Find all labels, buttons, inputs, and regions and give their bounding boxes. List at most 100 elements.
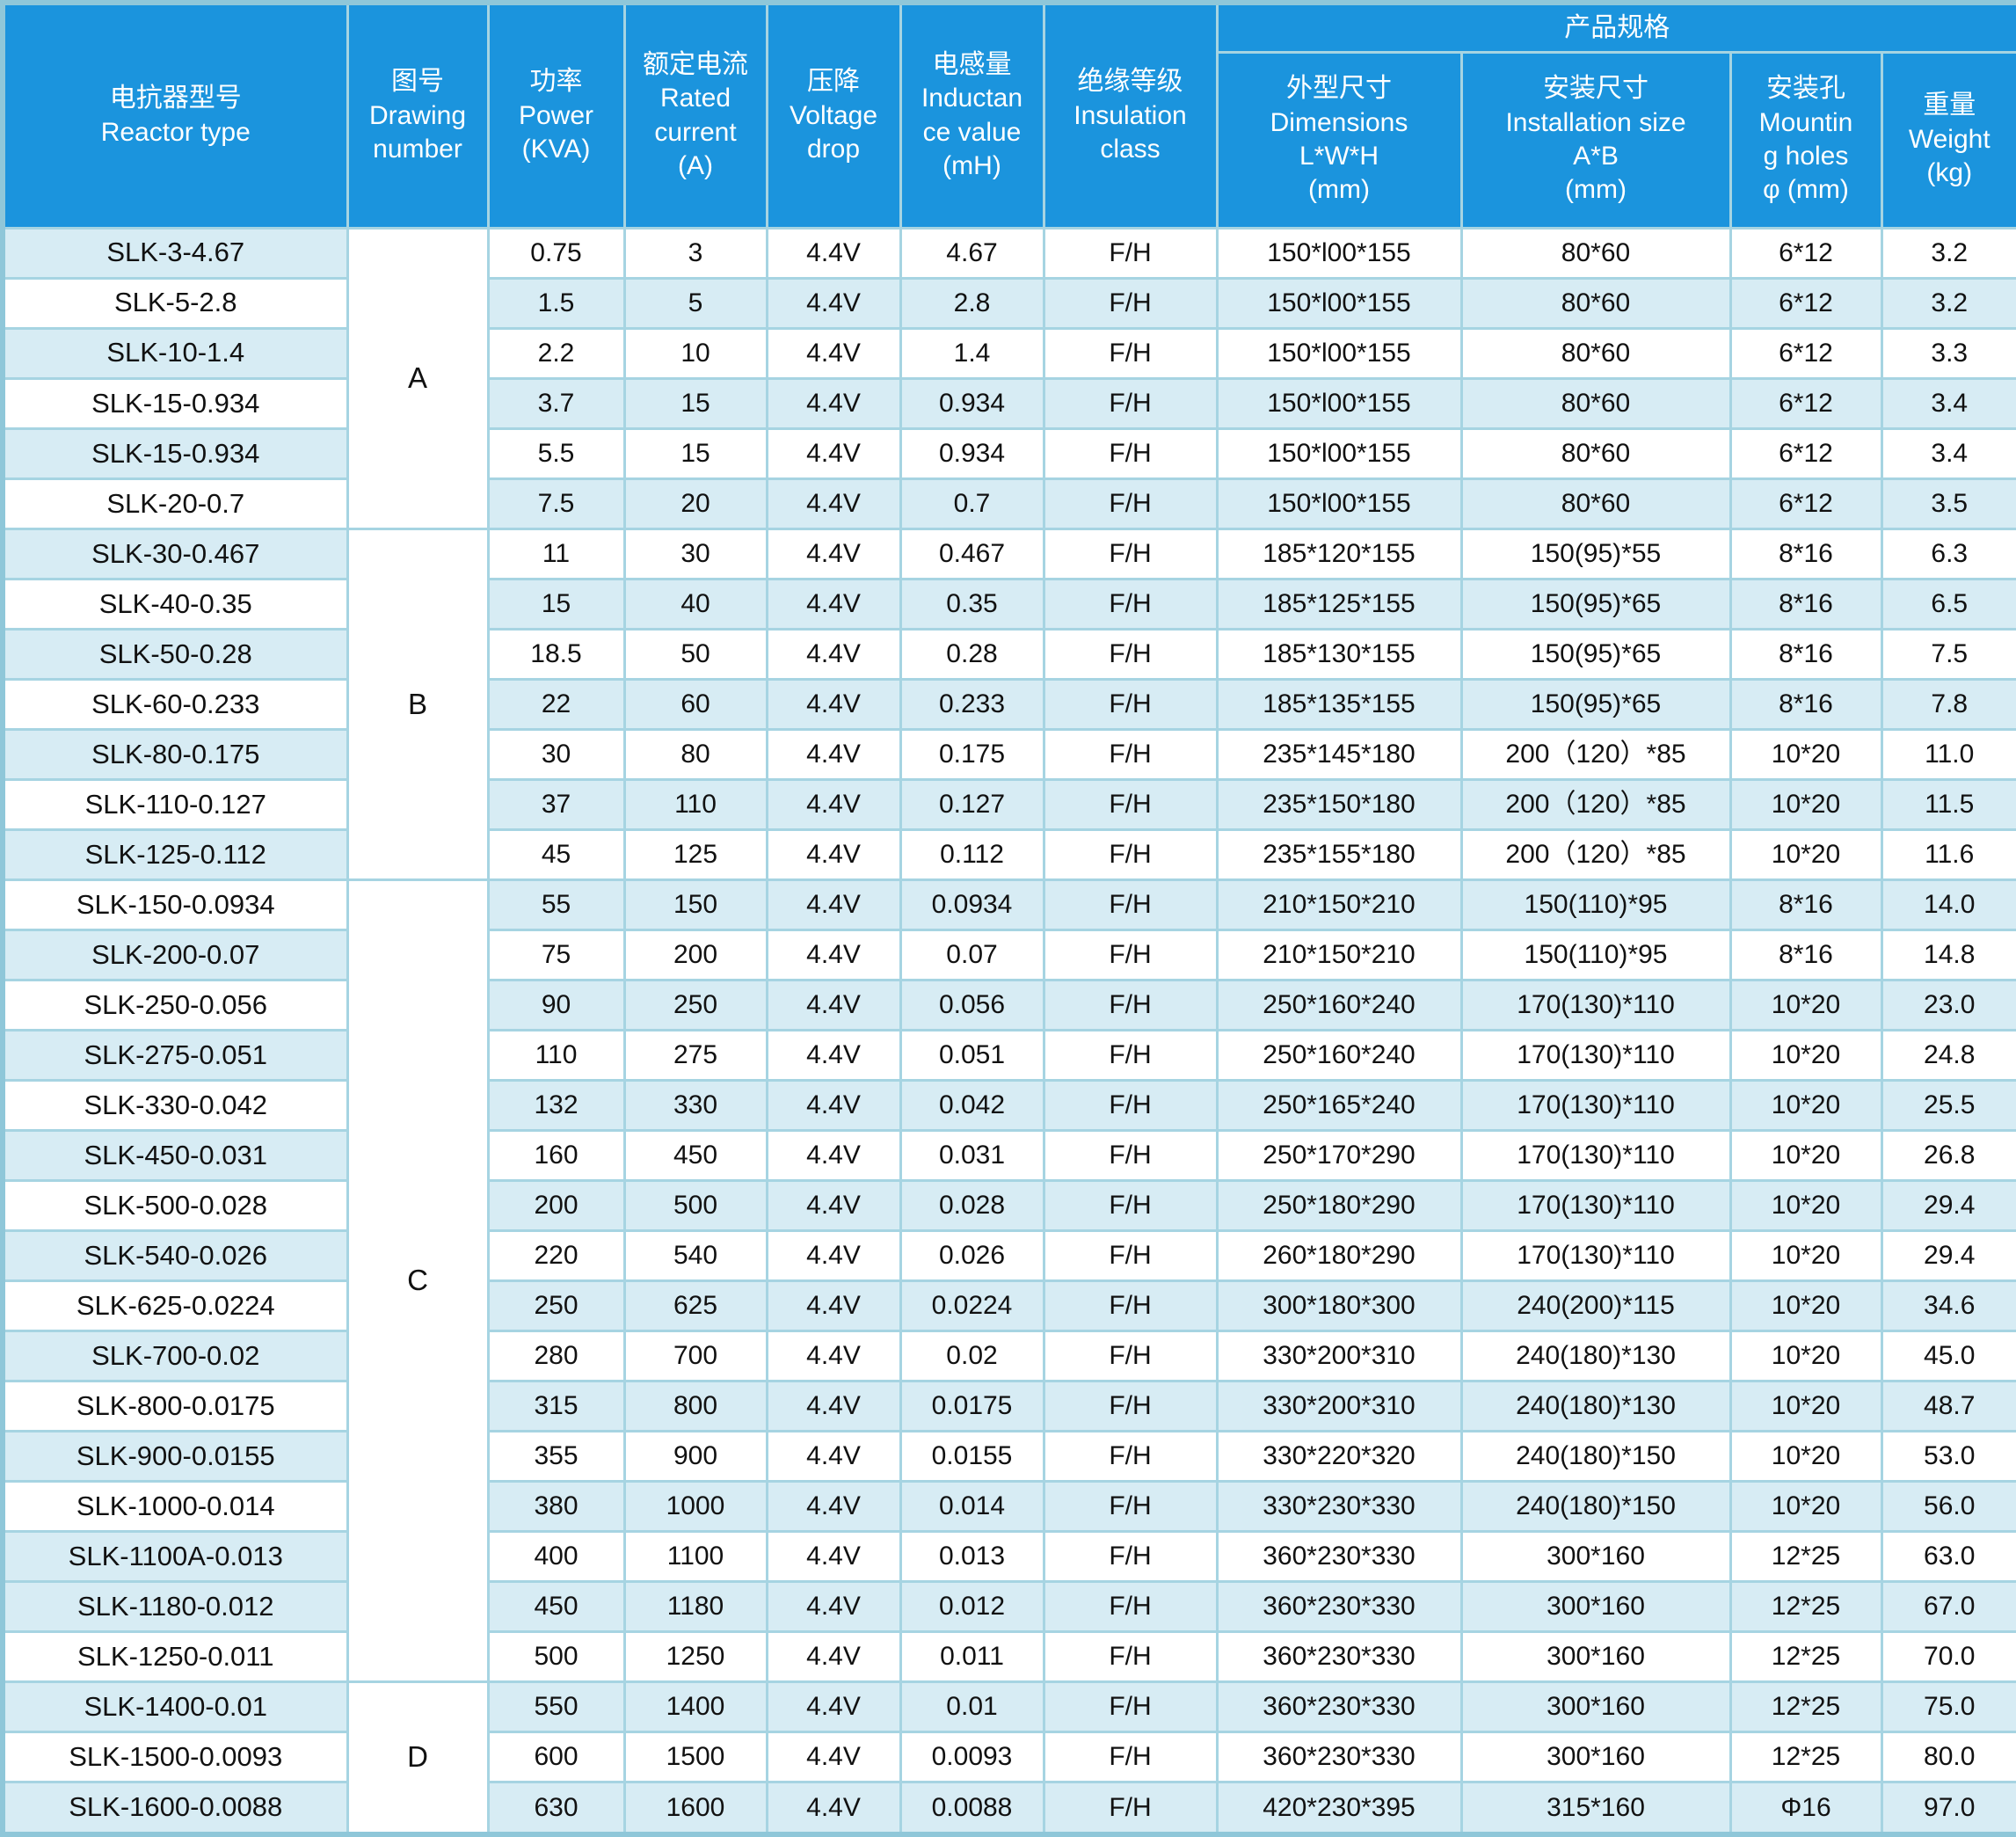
cell-voltage-drop: 4.4V	[765, 1680, 902, 1733]
table-row: SLK-500-0.028 200 500 4.4V 0.028 F/H 250*180*2…	[1, 1178, 2016, 1232]
table-row: SLK-3-4.67 A 0.75 3 4.4V 4.67 F/H 150*l00*155 80…	[1, 226, 2016, 530]
cell-dimensions: 250*180*290	[1215, 1178, 1463, 1232]
cell-voltage-drop: 4.4V	[765, 577, 902, 631]
cell-dimensions: 150*l00*155	[1215, 426, 1463, 480]
cell-dimensions: 300*180*300	[1215, 1279, 1463, 1332]
table-row: SLK-625-0.0224 250 625 4.4V 0.0224 F/H 300*180…	[1, 1279, 2016, 1332]
cell-rated-current: 10	[622, 326, 768, 380]
cell-voltage-drop: 4.4V	[765, 1479, 902, 1533]
cell-mounting-holes: 10*20	[1729, 1429, 1883, 1483]
col-header-power: 功率 Power (KVA)	[486, 1, 626, 230]
cell-reactor-type: SLK-15-0.934	[1, 376, 349, 430]
cell-reactor-type: SLK-540-0.026	[1, 1228, 349, 1282]
table-row: SLK-1500-0.0093 600 1500 4.4V 0.0093 F/H 360*2…	[1, 1730, 2016, 1783]
cell-rated-current: 3	[622, 226, 768, 280]
col-header-insulation-class: 绝缘等级 Insulation class	[1042, 1, 1219, 230]
cell-mounting-holes: 10*20	[1729, 727, 1883, 781]
cell-inductance: 0.175	[899, 727, 1045, 781]
cell-mounting-holes: 8*16	[1729, 878, 1883, 931]
cell-inductance: 0.35	[899, 577, 1045, 631]
cell-drawing-number: D	[346, 1680, 490, 1836]
cell-insulation-class: F/H	[1042, 978, 1219, 1031]
cell-weight: 45.0	[1880, 1329, 2016, 1382]
cell-voltage-drop: 4.4V	[765, 827, 902, 881]
cell-rated-current: 1100	[622, 1529, 768, 1583]
cell-dimensions: 150*l00*155	[1215, 477, 1463, 530]
cell-weight: 3.4	[1880, 426, 2016, 480]
cell-weight: 34.6	[1880, 1279, 2016, 1332]
cell-installation-size: 240(180)*150	[1459, 1429, 1732, 1483]
cell-installation-size: 170(130)*110	[1459, 1028, 1732, 1082]
cell-insulation-class: F/H	[1042, 326, 1219, 380]
cell-weight: 67.0	[1880, 1579, 2016, 1633]
table-row: SLK-20-0.7 7.5 20 4.4V 0.7 F/H 150*l00*155 80*6…	[1, 477, 2016, 530]
cell-mounting-holes: 8*16	[1729, 527, 1883, 580]
table-row: SLK-1000-0.014 380 1000 4.4V 0.014 F/H 330*230…	[1, 1479, 2016, 1533]
col-header-reactor-type: 电抗器型号 Reactor type	[1, 1, 349, 230]
table-row: SLK-15-0.934 3.7 15 4.4V 0.934 F/H 150*l00*155…	[1, 376, 2016, 430]
cell-voltage-drop: 4.4V	[765, 527, 902, 580]
cell-inductance: 0.051	[899, 1028, 1045, 1082]
cell-power: 3.7	[486, 376, 626, 430]
cell-inductance: 1.4	[899, 326, 1045, 380]
table-row: SLK-40-0.35 15 40 4.4V 0.35 F/H 185*125*155 150…	[1, 577, 2016, 631]
cell-voltage-drop: 4.4V	[765, 928, 902, 981]
cell-reactor-type: SLK-15-0.934	[1, 426, 349, 480]
cell-insulation-class: F/H	[1042, 777, 1219, 831]
table-body: SLK-3-4.67 A 0.75 3 4.4V 4.67 F/H 150*l00*155 80…	[1, 226, 2016, 1836]
cell-installation-size: 240(180)*130	[1459, 1329, 1732, 1382]
cell-mounting-holes: 12*25	[1729, 1529, 1883, 1583]
cell-dimensions: 360*230*330	[1215, 1579, 1463, 1633]
cell-mounting-holes: 6*12	[1729, 376, 1883, 430]
cell-mounting-holes: 12*25	[1729, 1579, 1883, 1633]
cell-installation-size: 80*60	[1459, 426, 1732, 480]
cell-installation-size: 200（120）*85	[1459, 727, 1732, 781]
table-row: SLK-275-0.051 110 275 4.4V 0.051 F/H 250*160*2…	[1, 1028, 2016, 1082]
cell-installation-size: 200（120）*85	[1459, 827, 1732, 881]
cell-rated-current: 800	[622, 1379, 768, 1432]
cell-voltage-drop: 4.4V	[765, 677, 902, 731]
cell-mounting-holes: 10*20	[1729, 1178, 1883, 1232]
table-row: SLK-60-0.233 22 60 4.4V 0.233 F/H 185*135*155 1…	[1, 677, 2016, 731]
cell-voltage-drop: 4.4V	[765, 326, 902, 380]
cell-weight: 48.7	[1880, 1379, 2016, 1432]
cell-inductance: 0.7	[899, 477, 1045, 530]
cell-dimensions: 235*155*180	[1215, 827, 1463, 881]
cell-reactor-type: SLK-20-0.7	[1, 477, 349, 530]
table-row: SLK-200-0.07 75 200 4.4V 0.07 F/H 210*150*210 1…	[1, 928, 2016, 981]
cell-power: 450	[486, 1579, 626, 1633]
cell-inductance: 0.0088	[899, 1780, 1045, 1836]
table-row: SLK-30-0.467 B 11 30 4.4V 0.467 F/H 185*120*155…	[1, 527, 2016, 881]
cell-inductance: 2.8	[899, 276, 1045, 330]
cell-dimensions: 250*170*290	[1215, 1128, 1463, 1182]
cell-mounting-holes: 10*20	[1729, 1379, 1883, 1432]
cell-weight: 11.6	[1880, 827, 2016, 881]
cell-installation-size: 240(180)*150	[1459, 1479, 1732, 1533]
cell-inductance: 0.0934	[899, 878, 1045, 931]
cell-weight: 25.5	[1880, 1078, 2016, 1132]
cell-inductance: 0.01	[899, 1680, 1045, 1733]
cell-dimensions: 250*160*240	[1215, 1028, 1463, 1082]
table-row: SLK-1400-0.01 D 550 1400 4.4V 0.01 F/H 360*230*…	[1, 1680, 2016, 1836]
cell-weight: 3.4	[1880, 376, 2016, 430]
cell-weight: 29.4	[1880, 1178, 2016, 1232]
table-row: SLK-1100A-0.013 400 1100 4.4V 0.013 F/H 360*23…	[1, 1529, 2016, 1583]
cell-dimensions: 330*200*310	[1215, 1329, 1463, 1382]
table-row: SLK-10-1.4 2.2 10 4.4V 1.4 F/H 150*l00*155 80*6…	[1, 326, 2016, 380]
cell-rated-current: 1600	[622, 1780, 768, 1836]
cell-inductance: 0.0155	[899, 1429, 1045, 1483]
cell-reactor-type: SLK-3-4.67	[1, 226, 349, 280]
cell-power: 132	[486, 1078, 626, 1132]
cell-dimensions: 330*200*310	[1215, 1379, 1463, 1432]
cell-inductance: 0.042	[899, 1078, 1045, 1132]
cell-installation-size: 170(130)*110	[1459, 1178, 1732, 1232]
cell-rated-current: 540	[622, 1228, 768, 1282]
cell-rated-current: 60	[622, 677, 768, 731]
cell-mounting-holes: 6*12	[1729, 326, 1883, 380]
table-row: SLK-1600-0.0088 630 1600 4.4V 0.0088 F/H 420*2…	[1, 1780, 2016, 1836]
cell-reactor-type: SLK-150-0.0934	[1, 878, 349, 931]
cell-insulation-class: F/H	[1042, 928, 1219, 981]
cell-power: 110	[486, 1028, 626, 1082]
table-row: SLK-110-0.127 37 110 4.4V 0.127 F/H 235*150*18…	[1, 777, 2016, 831]
table-row: SLK-1180-0.012 450 1180 4.4V 0.012 F/H 360*230…	[1, 1579, 2016, 1633]
